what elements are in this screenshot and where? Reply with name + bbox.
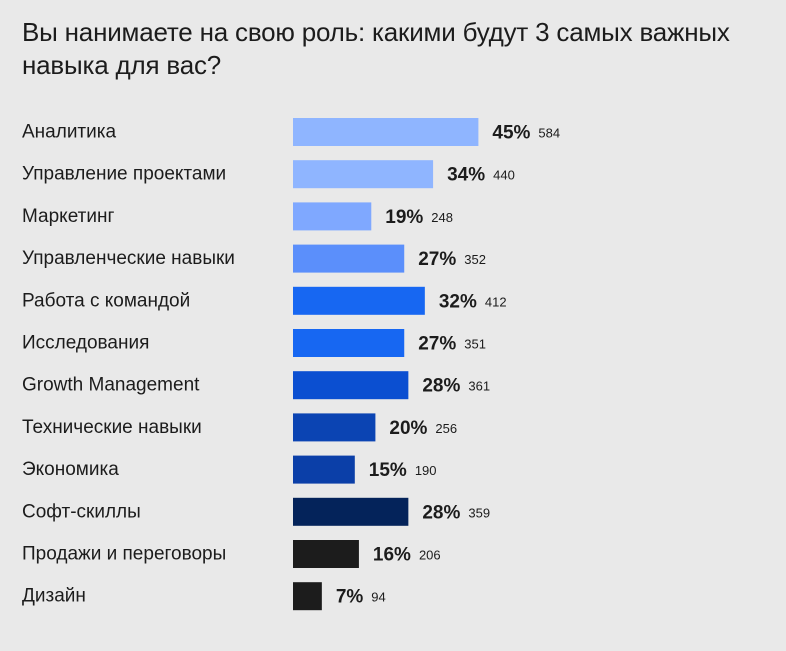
count-label: 206 <box>419 548 441 563</box>
category-label: Управленческие навыки <box>22 248 235 269</box>
count-label: 352 <box>464 252 486 267</box>
percent-label: 32% <box>439 291 477 312</box>
bar <box>293 118 479 146</box>
percent-label: 28% <box>422 376 460 397</box>
category-label: Growth Management <box>22 375 200 396</box>
category-label: Технические навыки <box>22 417 202 438</box>
count-label: 351 <box>464 337 486 352</box>
bar-row: Управленческие навыки 27% 352 <box>22 244 486 273</box>
count-label: 248 <box>431 210 453 225</box>
category-label: Экономика <box>22 459 119 480</box>
count-label: 359 <box>468 505 490 520</box>
bar-row: Управление проектами 34% 440 <box>22 160 515 189</box>
bar <box>293 244 405 273</box>
bar-row: Экономика 15% 190 <box>22 455 437 484</box>
percent-label: 34% <box>447 165 485 186</box>
percent-label: 27% <box>418 249 456 270</box>
bar-row: Работа с командой 32% 412 <box>22 286 507 315</box>
count-label: 256 <box>435 421 457 436</box>
bar <box>293 413 376 442</box>
count-label: 584 <box>538 126 560 141</box>
category-label: Работа с командой <box>22 290 190 311</box>
percent-label: 19% <box>385 207 423 228</box>
bar-row: Дизайн 7% 94 <box>22 582 386 611</box>
count-label: 361 <box>468 379 490 394</box>
bar-row: Софт-скиллы 28% 359 <box>22 497 490 526</box>
percent-label: 16% <box>373 545 411 566</box>
percent-label: 7% <box>336 587 364 608</box>
percent-label: 28% <box>422 502 460 523</box>
category-label: Софт-скиллы <box>22 501 141 522</box>
category-label: Исследования <box>22 333 149 354</box>
percent-label: 20% <box>389 418 427 439</box>
count-label: 412 <box>485 294 507 309</box>
bar <box>293 286 425 315</box>
bar <box>293 202 372 231</box>
category-label: Управление проектами <box>22 164 226 185</box>
bar-row: Технические навыки 20% 256 <box>22 413 457 442</box>
category-label: Продажи и переговоры <box>22 544 226 565</box>
count-label: 190 <box>415 463 437 478</box>
bar <box>293 497 409 526</box>
bar-row: Аналитика 45% 584 <box>22 118 560 146</box>
bar <box>293 540 359 568</box>
percent-label: 15% <box>369 460 407 481</box>
count-label: 440 <box>493 168 515 183</box>
bar-row: Продажи и переговоры 16% 206 <box>22 540 441 568</box>
bar <box>293 582 322 611</box>
bar <box>293 160 434 189</box>
category-label: Маркетинг <box>22 206 114 227</box>
bar-row: Исследования 27% 351 <box>22 329 486 357</box>
percent-label: 27% <box>418 334 456 355</box>
percent-label: 45% <box>492 123 530 144</box>
count-label: 94 <box>371 590 385 605</box>
bar-row: Growth Management 28% 361 <box>22 371 490 400</box>
chart-title: Вы нанимаете на свою роль: какими будут … <box>22 17 730 80</box>
bar <box>293 455 355 484</box>
category-label: Дизайн <box>22 586 86 607</box>
bar <box>293 371 409 400</box>
category-label: Аналитика <box>22 122 116 143</box>
bar-row: Маркетинг 19% 248 <box>22 202 453 231</box>
bar <box>293 329 405 357</box>
